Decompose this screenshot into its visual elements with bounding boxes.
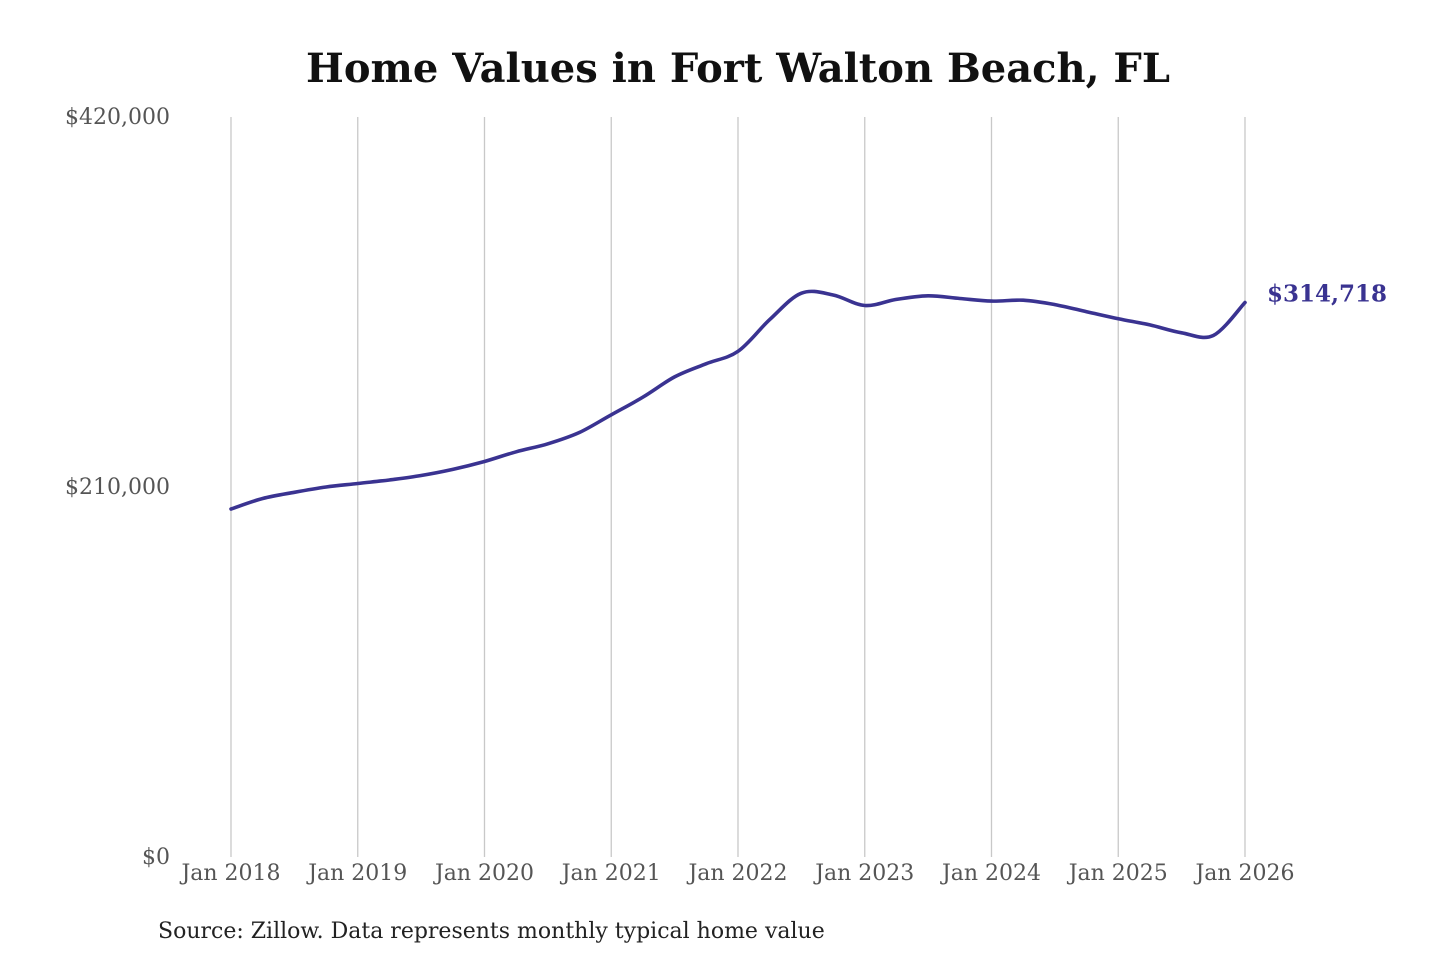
- series-layer: [229, 289, 1247, 511]
- source-note: Source: Zillow. Data represents monthly …: [158, 919, 825, 944]
- y-tick-label: $0: [142, 845, 170, 870]
- y-tick-label: $420,000: [65, 105, 170, 130]
- vertical-gridlines: [230, 117, 1246, 857]
- y-axis-tick-labels: $0 $210,000 $420,000: [65, 105, 170, 870]
- x-tick-label: Jan 2019: [306, 861, 407, 886]
- x-tick-label: Jan 2021: [560, 861, 661, 886]
- x-tick-label: Jan 2018: [179, 861, 280, 886]
- x-tick-label: Jan 2024: [940, 861, 1041, 886]
- x-axis-tick-labels: Jan 2018 Jan 2019 Jan 2020 Jan 2021 Jan 2022…: [179, 861, 1294, 886]
- x-tick-label: Jan 2026: [1193, 861, 1294, 886]
- x-tick-label: Jan 2020: [433, 861, 534, 886]
- series-line: [229, 289, 1247, 511]
- y-tick-label: $210,000: [65, 475, 170, 500]
- x-tick-label: Jan 2023: [813, 861, 914, 886]
- end-value-label: $314,718: [1267, 280, 1387, 307]
- x-tick-label: Jan 2022: [686, 861, 787, 886]
- x-tick-label: Jan 2025: [1067, 861, 1168, 886]
- chart-title: Home Values in Fort Walton Beach, FL: [306, 45, 1170, 92]
